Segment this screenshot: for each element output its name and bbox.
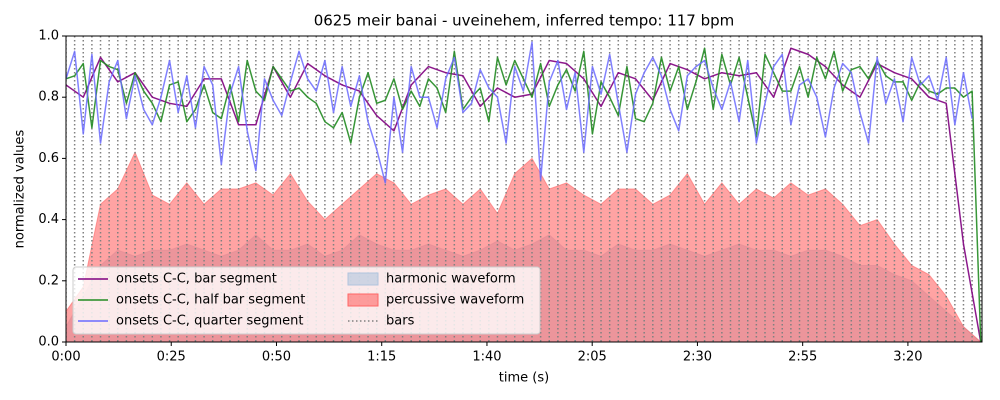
x-tick-label: 3:20 [893,350,922,365]
x-tick-label: 2:30 [683,350,712,365]
axes-frame [65,35,983,343]
legend-label: onsets C-C, bar segment [116,272,277,287]
legend-handle [347,293,379,307]
legend-label: onsets C-C, half bar segment [116,293,305,308]
x-tick-label: 1:40 [472,350,501,365]
y-tick-label: 0.6 [38,151,59,166]
y-tick-label: 0.0 [38,335,59,350]
x-tick-label: 0:25 [157,350,186,365]
chart-title: 0625 meir banai - uveinehem, inferred te… [314,12,735,30]
legend-label: percussive waveform [386,293,524,308]
legend-handle [347,272,379,286]
y-tick-label: 1.0 [38,29,59,44]
legend-label: harmonic waveform [386,272,516,287]
x-tick-label: 2:05 [578,350,607,365]
legend-label: bars [386,314,415,329]
x-tick-label: 0:00 [51,350,80,365]
legend-label: onsets C-C, quarter segment [116,314,303,329]
x-tick-label: 1:15 [367,350,396,365]
x-tick-label: 0:50 [262,350,291,365]
x-axis-label: time (s) [499,371,549,386]
series-line [66,47,982,342]
y-tick-label: 0.2 [38,273,59,288]
x-tick-label: 2:55 [788,350,817,365]
y-tick-label: 0.4 [38,212,59,227]
legend-box [72,266,541,335]
series-line [66,41,973,184]
y-tick-label: 0.8 [38,90,59,105]
y-axis-label: normalized values [13,129,28,248]
